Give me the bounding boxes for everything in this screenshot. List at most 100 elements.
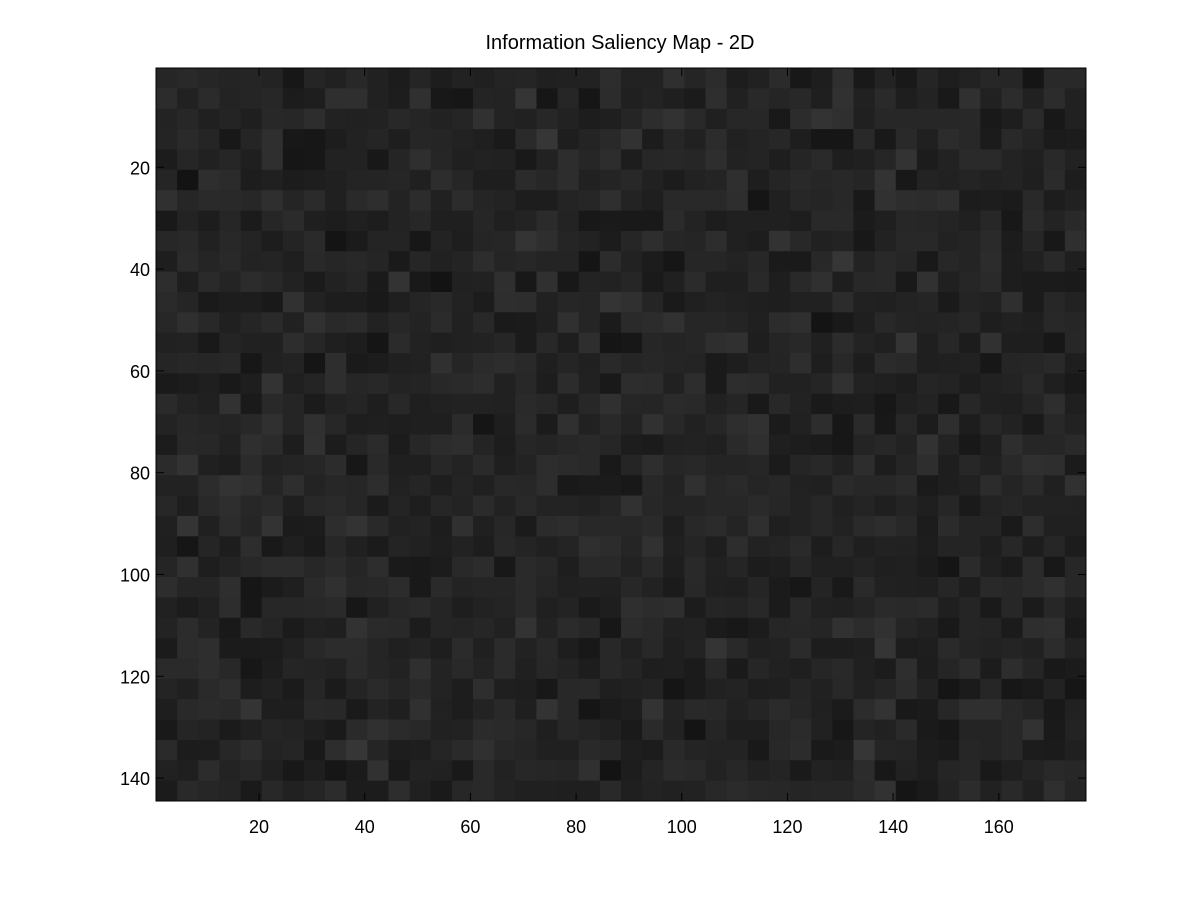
heatmap-cell <box>1064 68 1087 89</box>
heatmap-cell <box>642 475 664 496</box>
heatmap-cell <box>367 129 389 150</box>
heatmap-cell <box>726 577 749 598</box>
heatmap-cell <box>473 780 495 802</box>
heatmap-cell <box>1064 719 1087 741</box>
heatmap-cell <box>1001 353 1023 374</box>
heatmap-cell <box>1043 393 1066 415</box>
heatmap-cell <box>853 638 876 659</box>
y-tick-label: 80 <box>130 464 150 484</box>
heatmap-cell <box>536 617 558 639</box>
heatmap-cell <box>177 210 199 232</box>
heatmap-cell <box>282 169 305 191</box>
heatmap-cell <box>895 495 918 517</box>
heatmap-cell <box>705 332 728 354</box>
heatmap-cell <box>198 699 220 720</box>
heatmap-cell <box>832 68 854 89</box>
heatmap-cell <box>536 251 558 273</box>
heatmap-cell <box>621 678 643 700</box>
heatmap-cell <box>515 495 537 517</box>
heatmap-cell <box>874 414 897 435</box>
heatmap-cell <box>684 108 706 130</box>
heatmap-cell <box>642 373 664 395</box>
heatmap-cell <box>515 454 537 476</box>
heatmap-cell <box>895 149 918 171</box>
heatmap-cell <box>473 291 495 313</box>
heatmap-cell <box>1001 577 1023 598</box>
heatmap-cell <box>494 638 516 659</box>
heatmap-cell <box>1022 434 1045 456</box>
heatmap-cell <box>536 271 558 293</box>
heatmap-cell <box>1064 271 1087 293</box>
heatmap-cell <box>895 597 918 619</box>
heatmap-cell <box>451 536 474 558</box>
heatmap-cell <box>959 230 981 252</box>
heatmap-cell <box>874 169 897 191</box>
heatmap-cell <box>261 129 284 150</box>
y-tick-label: 60 <box>130 362 150 382</box>
heatmap-cell <box>473 169 495 191</box>
heatmap-cell <box>768 617 791 639</box>
heatmap-cell <box>451 495 474 517</box>
heatmap-cell <box>325 434 347 456</box>
heatmap-cell <box>1064 169 1087 191</box>
heatmap-cell <box>388 597 411 619</box>
heatmap-cell <box>451 556 474 578</box>
heatmap-cell <box>557 210 580 232</box>
heatmap-cell <box>1043 169 1066 191</box>
heatmap-cell <box>684 495 706 517</box>
heatmap-cell <box>959 68 981 89</box>
heatmap-cell <box>578 373 601 395</box>
heatmap-cell <box>240 353 263 374</box>
heatmap-cell <box>494 699 516 720</box>
heatmap-cell <box>832 251 854 273</box>
heatmap-cell <box>959 129 981 150</box>
heatmap-cell <box>1043 210 1066 232</box>
heatmap-cell <box>557 129 580 150</box>
heatmap-cell <box>430 495 453 517</box>
heatmap-cell <box>1064 88 1087 110</box>
heatmap-cell <box>473 129 495 150</box>
heatmap-cell <box>684 780 706 802</box>
heatmap-cell <box>367 638 389 659</box>
heatmap-cell <box>494 780 516 802</box>
heatmap-cell <box>642 312 664 334</box>
heatmap-cell <box>536 495 558 517</box>
heatmap-cell <box>578 719 601 741</box>
heatmap-cell <box>303 353 326 374</box>
heatmap-cell <box>684 312 706 334</box>
heatmap-cell <box>494 149 516 171</box>
heatmap-cell <box>367 251 389 273</box>
heatmap-cell <box>1043 678 1066 700</box>
heatmap-cell <box>874 577 897 598</box>
heatmap-cell <box>346 780 368 802</box>
heatmap-cell <box>346 291 368 313</box>
heatmap-cell <box>536 678 558 700</box>
heatmap-cell <box>663 251 685 273</box>
heatmap-cell <box>177 577 199 598</box>
heatmap-cell <box>832 760 854 782</box>
heatmap-cell <box>895 556 918 578</box>
heatmap-cell <box>1043 739 1066 761</box>
heatmap-cell <box>261 88 284 110</box>
heatmap-cell <box>938 719 960 741</box>
heatmap-cell <box>832 332 854 354</box>
heatmap-cell <box>1022 271 1045 293</box>
heatmap-cell <box>1001 475 1023 496</box>
heatmap-cell <box>832 108 854 130</box>
heatmap-cell <box>621 271 643 293</box>
plot-area-border <box>155 67 1087 802</box>
heatmap-cell <box>747 739 770 761</box>
heatmap-cell <box>451 149 474 171</box>
heatmap-cell <box>726 190 749 211</box>
heatmap-cell <box>874 495 897 517</box>
heatmap-cell <box>156 230 178 252</box>
heatmap-cell <box>536 88 558 110</box>
heatmap-cell <box>430 68 453 89</box>
heatmap-cell <box>663 149 685 171</box>
heatmap-cell <box>388 210 411 232</box>
heatmap-cell <box>198 780 220 802</box>
heatmap-cell <box>726 230 749 252</box>
heatmap-cell <box>1043 190 1066 211</box>
heatmap-cell <box>599 617 622 639</box>
heatmap-cell <box>409 169 432 191</box>
